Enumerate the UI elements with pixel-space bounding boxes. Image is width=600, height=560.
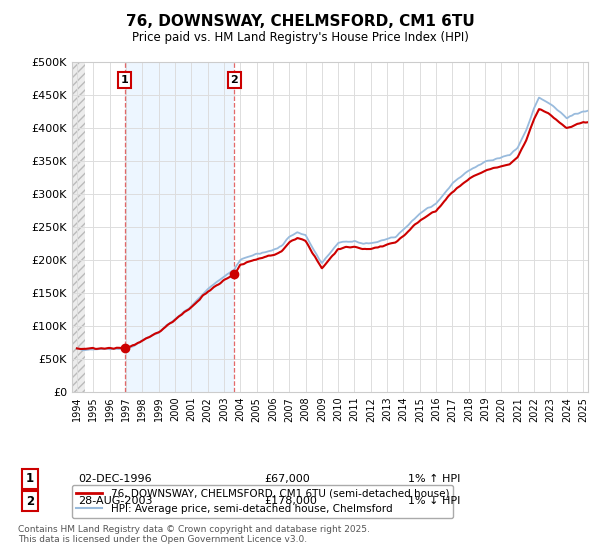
Text: 28-AUG-2003: 28-AUG-2003 (78, 496, 152, 506)
Bar (72, 62, 85, 392)
Text: 1% ↑ HPI: 1% ↑ HPI (408, 474, 460, 484)
Bar (72, 62, 85, 392)
Text: 1: 1 (121, 75, 128, 85)
Text: 02-DEC-1996: 02-DEC-1996 (78, 474, 152, 484)
Text: £178,000: £178,000 (264, 496, 317, 506)
Text: Contains HM Land Registry data © Crown copyright and database right 2025.
This d: Contains HM Land Registry data © Crown c… (18, 525, 370, 544)
Text: 2: 2 (230, 75, 238, 85)
Text: £67,000: £67,000 (264, 474, 310, 484)
Legend: 76, DOWNSWAY, CHELMSFORD, CM1 6TU (semi-detached house), HPI: Average price, sem: 76, DOWNSWAY, CHELMSFORD, CM1 6TU (semi-… (72, 484, 453, 518)
Text: 2: 2 (26, 494, 34, 508)
Bar (125, 62, 235, 392)
Text: 1: 1 (26, 472, 34, 486)
Text: Price paid vs. HM Land Registry's House Price Index (HPI): Price paid vs. HM Land Registry's House … (131, 31, 469, 44)
Text: 76, DOWNSWAY, CHELMSFORD, CM1 6TU: 76, DOWNSWAY, CHELMSFORD, CM1 6TU (125, 14, 475, 29)
Text: 1% ↓ HPI: 1% ↓ HPI (408, 496, 460, 506)
